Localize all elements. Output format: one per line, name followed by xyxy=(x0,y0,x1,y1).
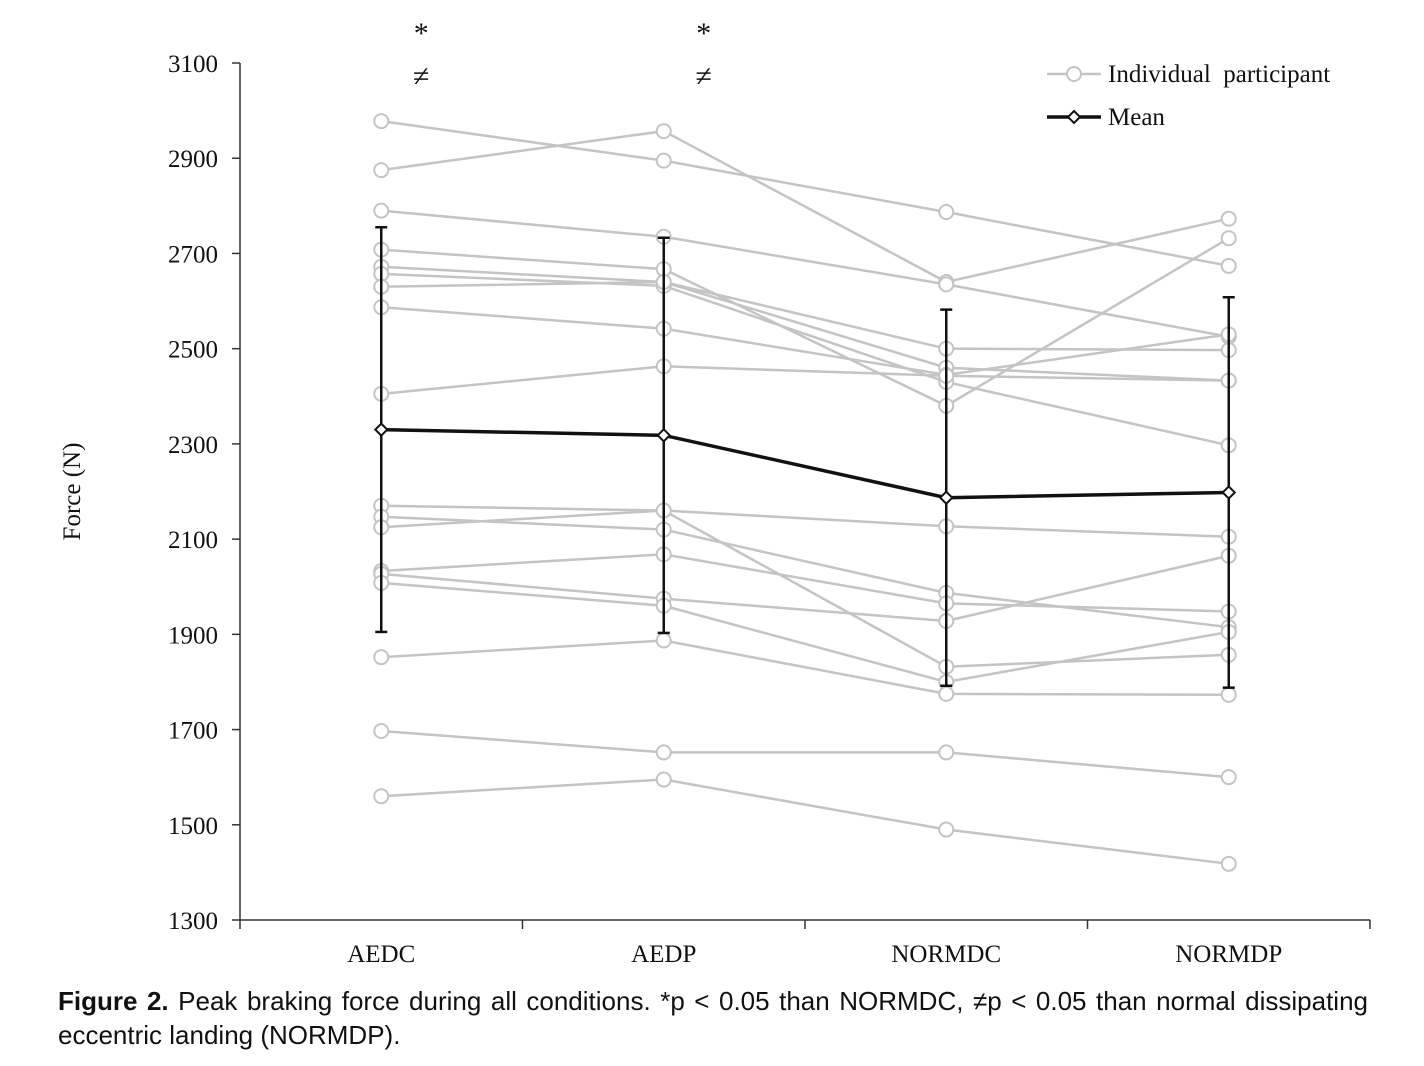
individual-point xyxy=(1220,855,1237,872)
significance-mark: ≠ xyxy=(696,60,712,93)
individual-point xyxy=(938,744,955,761)
individual-point xyxy=(373,113,390,130)
individual-point xyxy=(1220,210,1237,227)
mean-point xyxy=(656,427,672,443)
individual-line xyxy=(381,265,1229,352)
legend-mean-label: Mean xyxy=(1108,104,1165,131)
figure-caption: Figure 2. Peak braking force during all … xyxy=(58,984,1368,1052)
individual-point xyxy=(655,152,672,169)
caption-label: Figure 2. xyxy=(58,986,169,1016)
mean-point xyxy=(373,422,389,438)
individual-point xyxy=(655,123,672,140)
x-tick-label: NORMDC xyxy=(891,941,1001,968)
individual-point xyxy=(1220,686,1237,703)
individual-line xyxy=(381,272,1230,447)
individual-line xyxy=(381,639,1229,697)
individual-point xyxy=(373,649,390,666)
individual-line xyxy=(381,237,1230,408)
individual-line xyxy=(381,515,1229,629)
individual-point xyxy=(373,202,390,219)
x-tick-label: AEDP xyxy=(631,941,696,968)
mean-point xyxy=(1221,485,1237,500)
individual-point xyxy=(655,771,672,788)
chart: 1300 1500 1700 1900 2100 2300 2500 2700 2900 3100… xyxy=(59,17,1371,968)
y-tick-label: 2900 xyxy=(168,146,218,173)
individual-line xyxy=(381,209,1229,338)
x-tick-label: AEDC xyxy=(347,941,415,968)
individual-point xyxy=(1220,769,1237,786)
individual-point xyxy=(373,788,390,805)
y-axis-title: Force (N) xyxy=(59,443,86,541)
legend-mean-marker xyxy=(1066,109,1082,125)
individual-line xyxy=(381,509,1229,668)
caption-text: Peak braking force during all conditions… xyxy=(58,986,1368,1050)
individual-point xyxy=(938,821,955,838)
series-group xyxy=(373,113,1237,872)
legend-individual-marker xyxy=(1066,66,1082,82)
individual-point xyxy=(938,276,955,293)
individual-line xyxy=(381,729,1229,779)
y-tick-label: 1500 xyxy=(168,813,218,840)
individual-line xyxy=(381,280,1229,382)
mean-point xyxy=(938,490,954,506)
legend-individual-label: Individual participant xyxy=(1108,61,1330,88)
x-tick-label: NORMDP xyxy=(1175,941,1282,968)
individual-point xyxy=(1220,230,1237,247)
individual-point xyxy=(938,204,955,221)
individual-line xyxy=(381,305,1229,377)
y-tick-label: 2300 xyxy=(168,432,218,459)
significance-mark: * xyxy=(414,17,429,50)
y-tick-label: 1700 xyxy=(168,718,218,745)
individual-line xyxy=(381,504,1229,538)
y-tick-label: 2100 xyxy=(168,527,218,554)
individual-line xyxy=(381,553,1229,613)
individual-point xyxy=(655,632,672,649)
individual-point xyxy=(373,162,390,179)
individual-line xyxy=(381,129,1230,284)
significance-marks: * ≠ * ≠ xyxy=(413,17,712,93)
individual-point xyxy=(1220,257,1237,274)
y-tick-label: 2700 xyxy=(168,241,218,268)
individual-line xyxy=(381,581,1229,684)
individual-point xyxy=(373,722,390,739)
individual-point xyxy=(938,685,955,702)
y-tick-label: 3100 xyxy=(168,51,218,78)
y-tick-label: 2500 xyxy=(168,337,218,364)
individual-line xyxy=(381,119,1229,268)
individual-line xyxy=(381,778,1229,866)
individual-line xyxy=(381,365,1229,396)
legend: Individual participant Mean xyxy=(1047,61,1330,131)
significance-mark: * xyxy=(696,17,711,50)
y-tick-label: 1900 xyxy=(168,622,218,649)
mean-line xyxy=(381,427,1229,500)
y-tick-label: 1300 xyxy=(168,908,218,935)
individual-point xyxy=(655,744,672,761)
significance-mark: ≠ xyxy=(413,60,429,93)
individual-line xyxy=(381,554,1230,623)
axes: 1300 1500 1700 1900 2100 2300 2500 2700 2900 3100… xyxy=(59,51,1371,968)
